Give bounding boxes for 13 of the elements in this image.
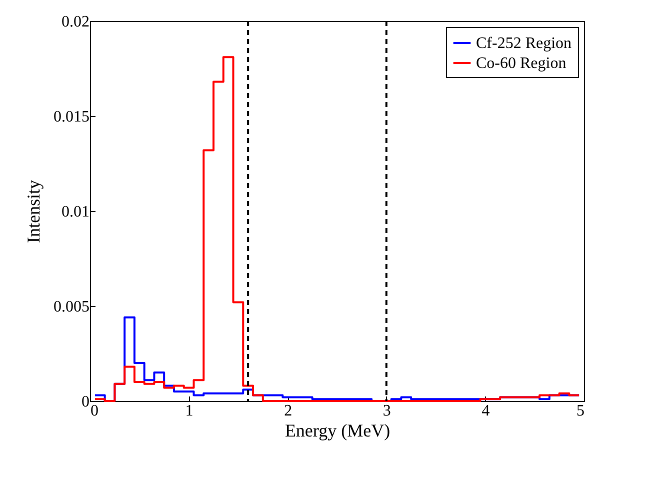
x-tick-label: 1 [185, 402, 194, 420]
y-tick-label: 0.01 [62, 204, 90, 220]
y-tick-label: 0.015 [54, 108, 90, 126]
legend-label: Cf-252 Region [476, 35, 572, 52]
y-tick-label: 0.02 [62, 14, 90, 30]
y-tick-label: 0.005 [54, 298, 90, 316]
x-tick-label: 3 [382, 402, 391, 420]
x-tick-label: 4 [482, 402, 490, 420]
x-axis-title: Energy (MeV) [284, 420, 390, 440]
y-axis-title: Intensity [24, 180, 44, 243]
x-tick-label: 5 [576, 402, 584, 420]
x-tick-label: 2 [284, 402, 292, 420]
legend-label: Co-60 Region [476, 55, 566, 72]
